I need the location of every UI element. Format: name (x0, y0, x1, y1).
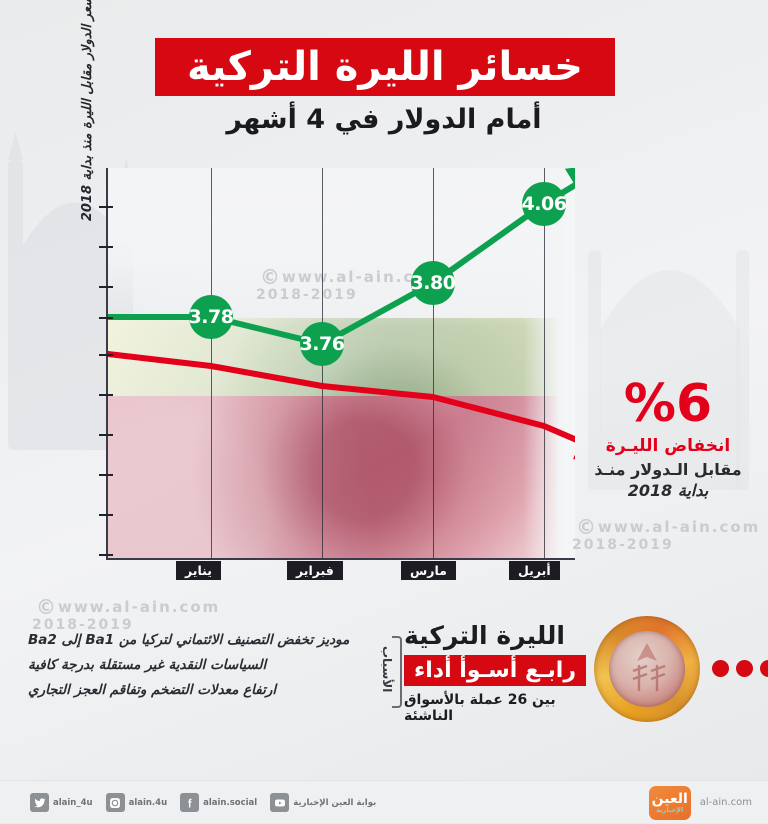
y-axis (106, 168, 108, 560)
dot-1 (760, 660, 768, 677)
y-tick-3 (99, 286, 113, 288)
y-tick-8 (99, 474, 113, 476)
facebook-icon[interactable] (180, 793, 200, 812)
y-tick-4 (99, 317, 113, 319)
series-lines (108, 168, 575, 460)
y-tick-2 (99, 246, 113, 248)
twitter-icon[interactable] (30, 793, 49, 812)
y-tick-6 (99, 394, 113, 396)
decorative-dots (712, 660, 768, 677)
reason-item-3: ارتفاع معدلات التضخم وتفاقم العجز التجار… (28, 681, 277, 698)
page-title: خسائر الليرة التركية (187, 44, 583, 90)
social-links: alain_4u alain.4u alain.social بوابة الع… (30, 781, 376, 824)
callout-title: الليرة التركية (404, 621, 565, 650)
decline-detail-2: بداية 2018 (627, 480, 709, 500)
dollar-rate-line (108, 168, 575, 347)
social-youtube[interactable]: بوابة العين الإخبارية (270, 793, 376, 812)
gridline-4 (544, 168, 545, 558)
reason-item-1: موديز تخفض التصنيف الائتماني لتركيا من B… (28, 632, 350, 648)
logo-sub-text: الإخبارية (656, 805, 684, 814)
lira-symbol-icon (632, 643, 666, 691)
y-axis-label: سعر الدولار مقابل الليرة منذ بداية 2018 (80, 0, 95, 222)
x-label-april: أبريل (509, 561, 560, 580)
x-axis (106, 558, 575, 560)
plot-top-fade (108, 168, 575, 326)
instagram-handle: alain.4u (128, 797, 168, 808)
social-instagram[interactable]: alain.4u (105, 793, 168, 812)
instagram-icon[interactable] (105, 793, 125, 812)
callout-rank-badge: رابـع أسـوأ أداء (404, 654, 586, 686)
line-chart: ©www.al-ain.com 2018-2019 (80, 0, 575, 580)
plot-area: ©www.al-ain.com 2018-2019 (108, 168, 575, 560)
decline-caption: انخفاض الليـرة (605, 436, 731, 456)
facebook-handle: alain.social (203, 797, 258, 808)
y-tick-10 (99, 554, 113, 556)
footer-brand: al-ain.com العين الإخبارية (648, 781, 752, 824)
coin-inner-face (609, 631, 685, 707)
decline-detail-1: مقابل الـدولار منـذ (594, 460, 742, 479)
footer: alain_4u alain.4u alain.social بوابة الع… (0, 780, 768, 823)
dot-2 (736, 660, 753, 677)
x-label-march: مارس (401, 561, 456, 580)
lira-banknote-image (108, 396, 575, 560)
x-label-february: فبراير (287, 561, 343, 580)
data-marker-january: 3.78 (189, 295, 234, 339)
social-twitter[interactable]: alain_4u (30, 793, 93, 812)
y-tick-5 (99, 354, 113, 356)
data-marker-march: 3.80 (411, 261, 456, 305)
dot-3 (712, 660, 729, 677)
twitter-handle: alain_4u (53, 797, 93, 808)
page-title-band: خسائر الليرة التركية (155, 38, 615, 96)
reasons-list: موديز تخفض التصنيف الائتماني لتركيا من B… (28, 628, 402, 708)
gridline-3 (433, 168, 434, 558)
lira-value-line (108, 351, 575, 460)
gridline-1 (211, 168, 212, 558)
y-tick-1 (99, 206, 113, 208)
callout-subtext: بين 26 عملة بالأسواق الناشئة (404, 691, 556, 724)
reasons-label: الأسباب (380, 646, 394, 693)
youtube-handle: بوابة العين الإخبارية (293, 797, 377, 808)
reasons-brace (392, 636, 402, 708)
y-tick-9 (99, 514, 113, 516)
x-label-january: يناير (176, 561, 221, 580)
mosque-silhouette-icon (0, 0, 768, 780)
plot-right-fade (523, 168, 575, 560)
decline-stat: %6 انخفاض الليـرة مقابل الـدولار منـذ بد… (578, 378, 758, 500)
youtube-icon[interactable] (270, 793, 290, 812)
site-url[interactable]: al-ain.com (699, 797, 752, 808)
currency-callout: الليرة التركية رابـع أسـوأ أداء بين 26 ع… (404, 622, 594, 724)
data-marker-april: 4.06 (522, 182, 567, 226)
social-facebook[interactable]: alain.social (180, 793, 257, 812)
data-marker-february: 3.76 (300, 322, 345, 366)
y-tick-7 (99, 434, 113, 436)
reason-item-2: السياسات النقدية غير مستقلة بدرجة كافية (28, 656, 267, 673)
turkish-lira-coin-icon (594, 616, 700, 722)
decline-percent: %6 (623, 374, 713, 434)
logo-main-text: العين (651, 790, 688, 807)
header: خسائر الليرة التركية أمام الدولار في 4 أ… (0, 0, 768, 160)
page-subtitle: أمام الدولار في 4 أشهر (226, 104, 542, 135)
al-ain-logo[interactable]: العين الإخبارية (648, 785, 691, 820)
